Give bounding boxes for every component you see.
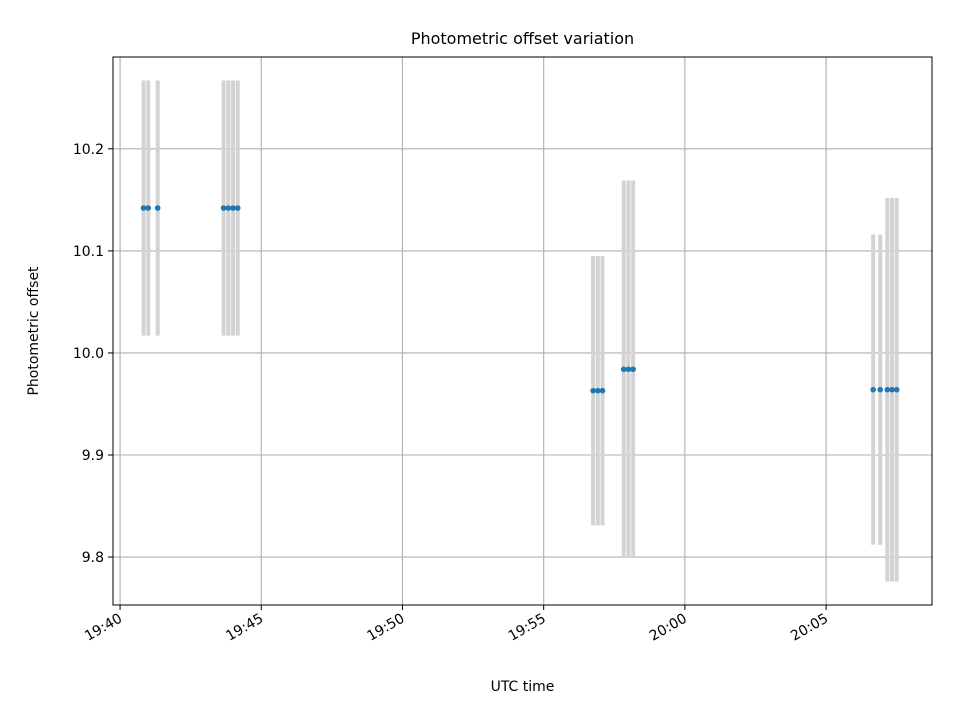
data-points: [140, 205, 900, 394]
y-tick-label: 10.0: [73, 346, 104, 362]
x-tick-label: 19:45: [223, 611, 266, 645]
grid-lines: [113, 57, 932, 605]
y-tick-label: 9.8: [82, 550, 104, 566]
x-tick-label: 19:50: [365, 611, 408, 645]
x-axis-label: UTC time: [491, 679, 555, 695]
data-point: [625, 366, 632, 373]
data-point: [220, 205, 227, 211]
data-point: [877, 386, 884, 393]
data-point: [595, 387, 601, 394]
x-axis: 19:40 19:45 19:50 19:55 20:00 20:05: [82, 605, 831, 645]
data-point: [889, 386, 895, 393]
plot-frame: [112, 56, 933, 606]
data-point: [630, 366, 636, 373]
y-axis: 9.8 9.9 10.0 10.1 10.2: [73, 142, 113, 566]
data-point: [599, 387, 606, 394]
y-tick-label: 10.2: [73, 142, 104, 158]
x-tick-label: 20:05: [788, 611, 831, 645]
data-point: [234, 205, 241, 211]
error-bars: [141, 80, 899, 582]
data-point: [225, 205, 232, 211]
data-point: [870, 386, 876, 393]
chart-title: Photometric offset variation: [411, 29, 634, 48]
x-tick-label: 19:55: [506, 611, 549, 645]
data-point: [590, 387, 596, 394]
data-point: [154, 205, 161, 211]
x-tick-label: 19:40: [82, 611, 125, 645]
data-point: [884, 386, 891, 393]
data-point: [230, 205, 236, 211]
y-tick-label: 9.9: [82, 448, 104, 464]
data-point: [140, 205, 147, 211]
y-axis-label: Photometric offset: [26, 266, 42, 396]
data-point: [145, 205, 152, 211]
data-point: [620, 366, 627, 373]
x-tick-label: 20:00: [647, 611, 690, 645]
data-point: [893, 386, 900, 393]
y-tick-label: 10.1: [73, 244, 104, 260]
